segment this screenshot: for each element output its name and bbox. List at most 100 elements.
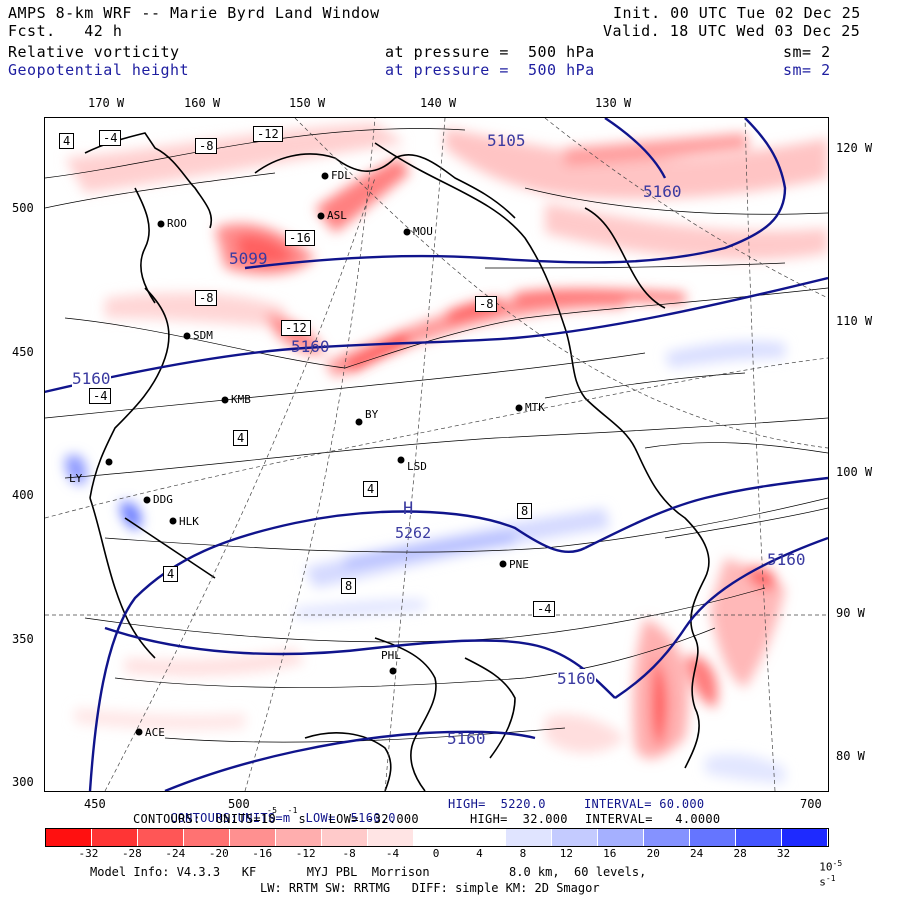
x-tick-label: 500 <box>228 797 250 811</box>
station-label: ACE <box>145 726 165 739</box>
colorbar-swatch <box>322 829 368 846</box>
colorbar-swatch <box>598 829 644 846</box>
height-contour-label: 5160 <box>291 337 330 356</box>
vorticity-label-box: -16 <box>285 230 315 246</box>
station-label: PNE <box>509 558 529 571</box>
high-pressure-symbol: H <box>403 499 414 519</box>
coastline <box>84 132 710 791</box>
vorticity-label-box: 4 <box>233 430 249 446</box>
y-tick-label: 500 <box>12 201 34 215</box>
colorbar-tick-label: 0 <box>432 847 440 860</box>
colorbar-tick-label: -8 <box>342 847 356 860</box>
station-label: SDM <box>193 329 213 342</box>
colorbar-labels: -32 -28 -24 -20 -16 -12 -8 -4 0 4 8 12 16 20 24 28 32 <box>45 847 827 861</box>
colorbar-units-s-exp: -1 <box>825 873 836 883</box>
y-tick-label: 400 <box>12 488 34 502</box>
vorticity-label-box: -4 <box>99 130 122 146</box>
colorbar-swatch <box>92 829 138 846</box>
vorticity-label-box: -8 <box>195 138 218 154</box>
high-pressure-value: 5262 <box>395 524 432 542</box>
colorbar-tick-label: 16 <box>603 847 617 860</box>
vorticity-label-box: 4 <box>59 133 75 149</box>
height-contour-label: 5099 <box>229 249 268 268</box>
height-contour-label: 5160 <box>643 182 682 201</box>
station-label: LY <box>69 472 83 485</box>
geopotential-height-contours <box>45 118 828 791</box>
station-label: BY <box>365 408 379 421</box>
vorticity-label-box: -8 <box>475 296 498 312</box>
colorbar-swatch <box>368 829 414 846</box>
colorbar-tick-label: -16 <box>252 847 273 860</box>
height-contour-label: 5105 <box>487 131 526 150</box>
colorbar-tick-label: -32 <box>78 847 99 860</box>
station-label: FDL <box>331 169 351 182</box>
colorbar-tick-label: -28 <box>121 847 142 860</box>
colorbar-swatch <box>552 829 598 846</box>
field2-name: Geopotential height <box>8 61 190 79</box>
vorticity-contour-high: HIGH= 32.000 <box>470 812 568 826</box>
right-lon-label: 120 W <box>836 141 873 155</box>
y-tick-label: 450 <box>12 345 34 359</box>
right-lon-label: 110 W <box>836 314 873 328</box>
colorbar-tick-label: 8 <box>519 847 527 860</box>
right-lon-label: 90 W <box>836 606 865 620</box>
colorbar-tick-label: 32 <box>776 847 791 860</box>
vorticity-height-map <box>45 118 828 791</box>
top-lon-label: 140 W <box>420 96 457 110</box>
colorbar-swatch <box>644 829 690 846</box>
field1-name: Relative vorticity <box>8 43 180 61</box>
colorbar-swatch <box>460 829 506 846</box>
vorticity-label-box: 4 <box>363 481 379 497</box>
height-contour-label: 5160 <box>72 369 111 388</box>
field2-level: at pressure = 500 hPa <box>385 61 595 79</box>
field2-smoothing: sm= 2 <box>783 61 831 79</box>
colorbar-tick-label: 24 <box>690 847 704 860</box>
station-label: MTK <box>525 401 545 414</box>
colorbar-units-base: 10 <box>819 860 833 874</box>
colorbar-tick-label: 28 <box>733 847 747 860</box>
colorbar-swatch <box>276 829 322 846</box>
height-contour-units: CONTOURS:UNITS=m LOW= 5160.0 <box>170 811 396 825</box>
station-label: PHL <box>381 649 401 662</box>
height-contour-label: 5160 <box>557 669 596 688</box>
colorbar-units: 10-5 s-1 <box>806 846 842 888</box>
map-title: AMPS 8-km WRF -- Marie Byrd Land Window <box>8 4 380 22</box>
init-time: Init. 00 UTC Tue 02 Dec 25 <box>613 4 861 22</box>
colorbar-swatch <box>230 829 276 846</box>
colorbar-tick-label: -20 <box>208 847 229 860</box>
top-lon-label: 130 W <box>595 96 632 110</box>
height-contour-high: HIGH= 5220.0 <box>448 797 546 811</box>
station-label: DDG <box>153 493 173 506</box>
top-lon-label: 150 W <box>289 96 326 110</box>
top-lon-label: 160 W <box>184 96 221 110</box>
height-contour-label: 5160 <box>447 729 486 748</box>
station-label: ROO <box>167 217 187 230</box>
x-tick-label: 450 <box>84 797 106 811</box>
colorbar-swatch <box>782 829 828 846</box>
valid-time: Valid. 18 UTC Wed 03 Dec 25 <box>603 22 861 40</box>
colorbar-tick-label: -4 <box>385 847 400 860</box>
colorbar-swatch <box>414 829 460 846</box>
model-info-line1: Model Info: V4.3.3 KF MYJ PBL Morrison 8… <box>90 865 647 879</box>
field1-level: at pressure = 500 hPa <box>385 43 595 61</box>
colorbar-tick-label: 20 <box>646 847 660 860</box>
y-tick-label: 350 <box>12 632 34 646</box>
station-label: LSD <box>407 460 427 473</box>
station-label: ASL <box>327 209 347 222</box>
height-contour-label: 5160 <box>767 550 806 569</box>
colorbar-tick-label: 4 <box>476 847 483 860</box>
right-lon-label: 100 W <box>836 465 873 479</box>
station-label: MOU <box>413 225 433 238</box>
vorticity-label-box: 8 <box>341 578 357 594</box>
colorbar-swatch <box>736 829 782 846</box>
vorticity-contours <box>45 128 828 743</box>
right-lon-label: 80 W <box>836 749 865 763</box>
x-tick-label: 700 <box>800 797 822 811</box>
colorbar-tick-label: 12 <box>559 847 573 860</box>
map-panel: ROO FDL ASL MOU SDM KMB MTK BY LSD LY DD… <box>44 117 829 792</box>
vorticity-contour-interval: INTERVAL= 4.0000 <box>585 812 721 826</box>
vorticity-label-box: -12 <box>281 320 311 336</box>
colorbar-swatch <box>184 829 230 846</box>
height-contour-info: CONTOURS:UNITS=m LOW= 5160.0 <box>155 797 396 825</box>
colorbar-swatch <box>46 829 92 846</box>
